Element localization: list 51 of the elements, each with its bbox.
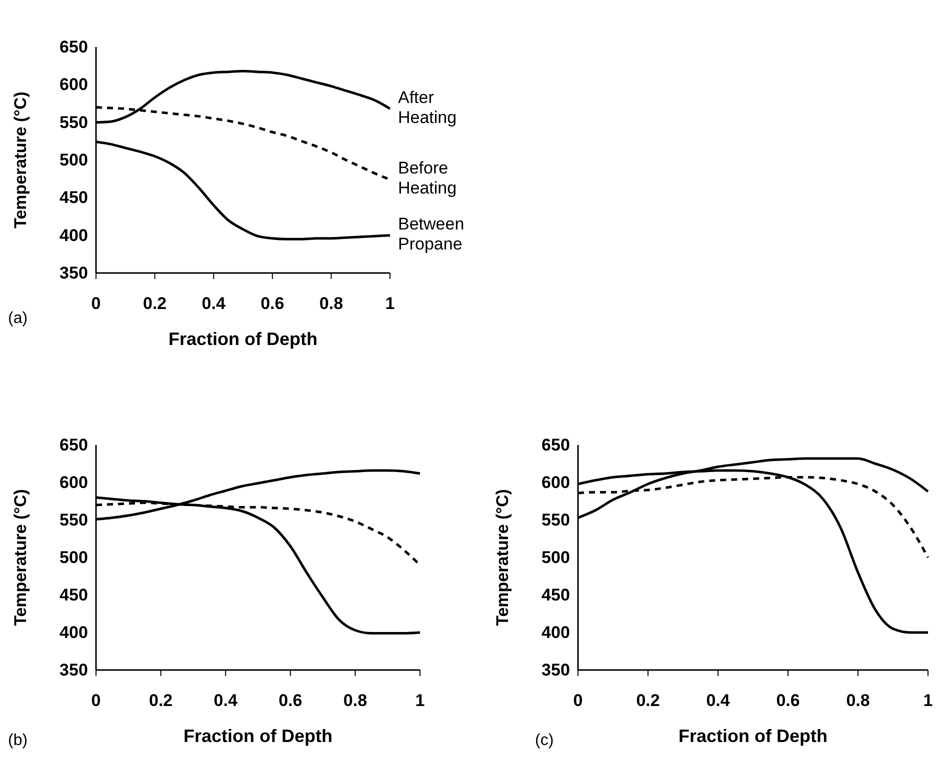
- y-axis-title: Temperature (°C): [11, 489, 30, 626]
- x-tick-label: 0.2: [148, 691, 173, 710]
- x-tick-label: 1: [385, 294, 395, 314]
- series-label: Between Propane: [398, 214, 464, 254]
- y-tick-label: 350: [60, 660, 88, 680]
- x-tick-label: 0.2: [636, 691, 660, 710]
- x-tick-label: 0.4: [202, 294, 226, 314]
- x-tick-label: 0.2: [142, 294, 167, 314]
- y-tick-label: 650: [60, 435, 88, 454]
- x-tick-label: 0.4: [214, 691, 238, 710]
- y-tick-label: 550: [60, 510, 88, 530]
- y-tick-label: 400: [60, 226, 88, 245]
- y-axis-title: Temperature (°C): [493, 489, 512, 626]
- y-tick-label: 450: [60, 585, 88, 604]
- y-tick-label: 450: [542, 585, 570, 604]
- series-label: Before Heating: [398, 159, 457, 198]
- x-tick-label: 0.6: [260, 294, 284, 314]
- x-axis-title: Fraction of Depth: [168, 329, 318, 349]
- text: (c): [535, 732, 554, 749]
- y-tick-label: 600: [60, 472, 88, 492]
- x-tick-label: 0.8: [319, 294, 344, 314]
- series-label: After Heating: [398, 88, 457, 128]
- y-tick-label: 650: [60, 37, 88, 56]
- x-tick-label: 0.4: [706, 691, 730, 710]
- x-tick-label: 0.8: [343, 691, 368, 710]
- y-axis-title: Temperature (°C): [11, 92, 30, 228]
- y-tick-label: 500: [60, 150, 88, 170]
- y-tick-label: 550: [542, 510, 570, 530]
- y-tick-label: 400: [60, 622, 88, 642]
- x-tick-label: 1: [923, 691, 933, 710]
- y-tick-label: 500: [60, 548, 88, 567]
- x-tick-label: 0.8: [846, 691, 870, 710]
- x-axis-title: Fraction of Depth: [678, 726, 828, 746]
- x-tick-label: 0: [91, 294, 101, 314]
- text: (a): [8, 310, 28, 327]
- y-tick-label: 400: [542, 622, 570, 642]
- x-tick-label: 0.6: [776, 691, 800, 710]
- y-tick-label: 350: [60, 263, 88, 282]
- y-tick-label: 600: [542, 472, 570, 492]
- x-tick-label: 0: [91, 691, 101, 710]
- y-tick-label: 500: [542, 548, 570, 567]
- x-tick-label: 0.6: [278, 691, 302, 710]
- x-tick-label: 1: [415, 691, 425, 710]
- x-tick-label: 0: [573, 691, 583, 710]
- y-tick-label: 350: [542, 660, 570, 680]
- y-tick-label: 650: [542, 435, 570, 454]
- y-tick-label: 550: [60, 112, 88, 132]
- y-tick-label: 600: [60, 75, 88, 94]
- x-axis-title: Fraction of Depth: [184, 726, 332, 746]
- text: (b): [8, 732, 28, 749]
- y-tick-label: 450: [60, 188, 88, 208]
